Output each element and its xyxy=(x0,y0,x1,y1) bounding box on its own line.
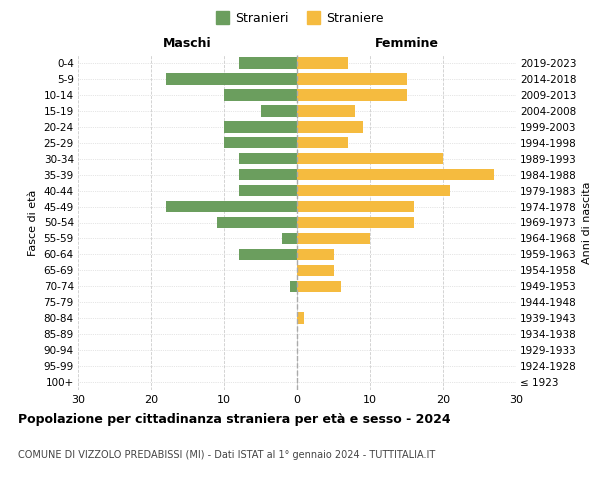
Y-axis label: Fasce di età: Fasce di età xyxy=(28,190,38,256)
Text: Femmine: Femmine xyxy=(374,37,439,50)
Bar xyxy=(297,57,348,68)
Bar xyxy=(217,217,297,228)
Bar xyxy=(166,201,297,212)
Bar xyxy=(297,312,304,324)
Bar xyxy=(166,73,297,85)
Bar xyxy=(297,185,451,196)
Bar xyxy=(239,185,297,196)
Bar xyxy=(239,248,297,260)
Text: Popolazione per cittadinanza straniera per età e sesso - 2024: Popolazione per cittadinanza straniera p… xyxy=(18,412,451,426)
Bar xyxy=(297,201,414,212)
Bar xyxy=(239,169,297,180)
Bar xyxy=(224,137,297,148)
Bar xyxy=(297,105,355,117)
Bar xyxy=(239,153,297,164)
Bar xyxy=(297,169,494,180)
Bar xyxy=(224,89,297,101)
Bar xyxy=(239,57,297,68)
Bar xyxy=(297,248,334,260)
Bar xyxy=(297,232,370,244)
Bar xyxy=(297,137,348,148)
Bar xyxy=(297,121,363,132)
Text: COMUNE DI VIZZOLO PREDABISSI (MI) - Dati ISTAT al 1° gennaio 2024 - TUTTITALIA.I: COMUNE DI VIZZOLO PREDABISSI (MI) - Dati… xyxy=(18,450,435,460)
Bar xyxy=(297,280,341,292)
Bar xyxy=(290,280,297,292)
Bar xyxy=(224,121,297,132)
Bar xyxy=(260,105,297,117)
Bar xyxy=(297,217,414,228)
Bar xyxy=(297,153,443,164)
Bar xyxy=(297,89,407,101)
Bar xyxy=(283,232,297,244)
Y-axis label: Anni di nascita: Anni di nascita xyxy=(583,181,592,264)
Text: Maschi: Maschi xyxy=(163,37,212,50)
Bar xyxy=(297,73,407,85)
Legend: Stranieri, Straniere: Stranieri, Straniere xyxy=(211,6,389,30)
Bar xyxy=(297,264,334,276)
